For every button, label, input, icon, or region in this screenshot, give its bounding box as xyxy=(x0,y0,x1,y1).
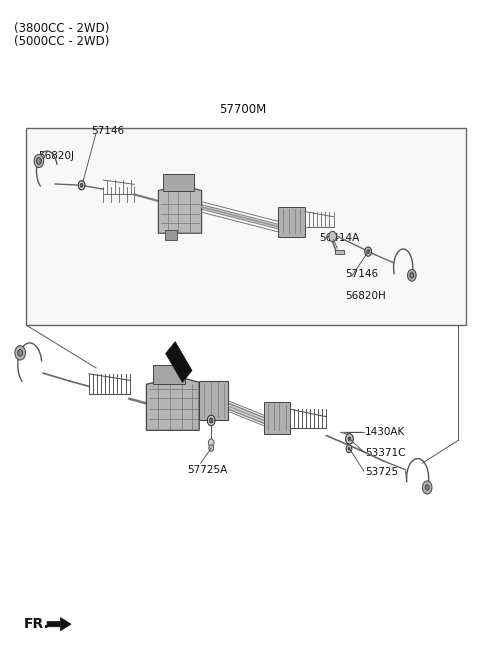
Circle shape xyxy=(207,415,215,426)
Circle shape xyxy=(34,154,44,168)
Bar xyxy=(26,128,466,325)
Bar xyxy=(278,207,305,237)
Circle shape xyxy=(367,250,370,254)
Circle shape xyxy=(18,350,23,356)
Circle shape xyxy=(329,231,336,242)
Bar xyxy=(153,365,185,384)
Text: 56414A: 56414A xyxy=(319,233,360,244)
Polygon shape xyxy=(146,376,199,430)
Circle shape xyxy=(422,481,432,494)
Circle shape xyxy=(15,346,25,360)
Polygon shape xyxy=(166,342,192,382)
Text: (5000CC - 2WD): (5000CC - 2WD) xyxy=(14,35,110,49)
Bar xyxy=(199,381,228,420)
Bar xyxy=(335,250,344,254)
Polygon shape xyxy=(158,185,202,233)
Text: 1430AK: 1430AK xyxy=(365,427,405,438)
Circle shape xyxy=(209,445,214,451)
Circle shape xyxy=(80,183,83,187)
Polygon shape xyxy=(47,618,71,631)
Circle shape xyxy=(365,247,372,256)
Circle shape xyxy=(78,181,85,190)
Text: 57146: 57146 xyxy=(91,126,124,137)
Circle shape xyxy=(346,434,353,444)
Text: 53371C: 53371C xyxy=(365,447,405,458)
Circle shape xyxy=(348,437,351,441)
Bar xyxy=(264,402,290,434)
Circle shape xyxy=(346,445,352,453)
Text: 56820J: 56820J xyxy=(38,151,74,162)
Text: 53725: 53725 xyxy=(365,466,398,477)
Circle shape xyxy=(410,273,414,278)
Text: 57725A: 57725A xyxy=(187,464,228,475)
Text: 56820H: 56820H xyxy=(346,290,386,301)
Text: 57700M: 57700M xyxy=(219,103,266,116)
Bar xyxy=(165,230,177,240)
Circle shape xyxy=(348,447,350,450)
Text: (3800CC - 2WD): (3800CC - 2WD) xyxy=(14,22,110,35)
Circle shape xyxy=(36,158,41,164)
Circle shape xyxy=(408,269,416,281)
Circle shape xyxy=(208,439,214,447)
Circle shape xyxy=(425,485,429,490)
Text: FR.: FR. xyxy=(24,617,50,631)
Bar xyxy=(163,174,194,191)
Circle shape xyxy=(209,418,213,423)
Text: 57146: 57146 xyxy=(346,269,379,279)
